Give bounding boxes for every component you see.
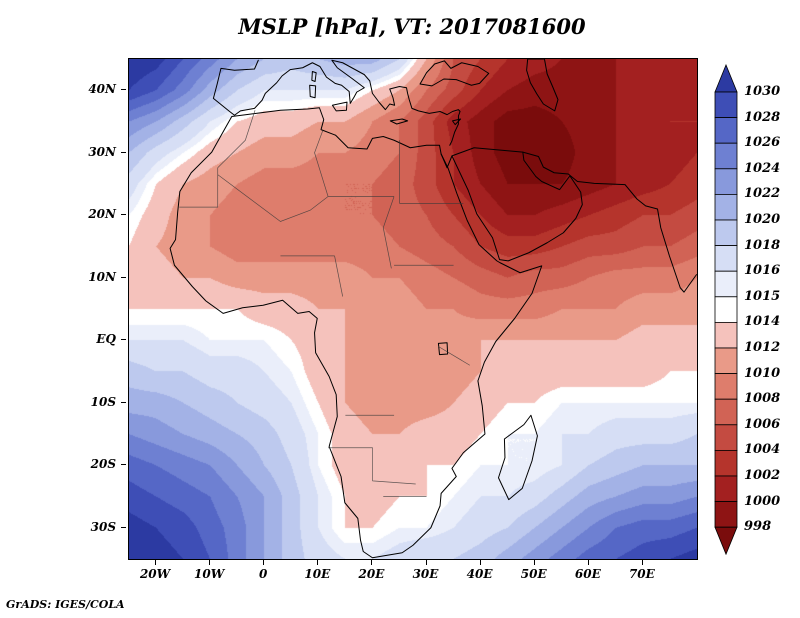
colorbar-label: 1002 <box>744 468 781 483</box>
colorbar-label: 1015 <box>744 288 781 304</box>
x-axis-tick <box>209 560 211 565</box>
colorbar-segment <box>714 321 738 349</box>
colorbar-segment <box>714 296 738 323</box>
pressure-field-canvas <box>129 59 697 559</box>
colorbar-label: 1030 <box>744 84 781 99</box>
x-axis-tick-label: 70E <box>628 567 655 581</box>
colorbar-label: 1010 <box>744 365 781 381</box>
lake-victoria-outline <box>438 343 447 355</box>
colorbar-segment <box>714 168 738 195</box>
colorbar-label: 998 <box>744 519 772 535</box>
colorbar-label: 1008 <box>744 391 781 407</box>
colorbar-segment <box>714 347 738 375</box>
colorbar-scale <box>714 63 738 556</box>
black-sea-outline <box>420 61 489 86</box>
colorbar-segment <box>714 501 738 528</box>
africa-coastline <box>170 108 542 558</box>
x-axis-tick-label: 50E <box>520 567 547 581</box>
colorbar-label: 1018 <box>744 237 781 253</box>
x-axis-tick <box>533 560 535 565</box>
x-axis-tick <box>587 560 589 565</box>
colorbar-label: 1022 <box>744 186 781 202</box>
colorbar-segment <box>714 245 738 272</box>
x-axis-tick-label: 20E <box>358 567 385 581</box>
colorbar-label: 1004 <box>744 442 781 458</box>
x-axis-tick <box>641 560 643 565</box>
colorbar-label: 1000 <box>744 493 781 509</box>
caspian-sea-outline <box>527 59 558 111</box>
y-axis-tick-label: 40N <box>88 82 116 97</box>
asia-coastline <box>523 152 697 292</box>
europe-coastline <box>213 60 460 145</box>
x-axis-tick <box>479 560 481 565</box>
colorbar-segment <box>714 424 738 451</box>
credit-text: GrADS: IGES/COLA <box>6 598 125 611</box>
colorbar-arrow <box>714 63 738 93</box>
y-axis-tick <box>121 464 126 466</box>
colorbar-segment <box>714 193 738 221</box>
x-axis-tick <box>425 560 427 565</box>
country-borders <box>179 110 469 496</box>
colorbar-segment <box>714 117 738 144</box>
colorbar: 1030 1028 1026 1024 1022 1020 1018 1016 1015 1014… <box>714 63 794 559</box>
y-axis-tick <box>121 151 126 153</box>
colorbar-label: 1006 <box>744 416 781 432</box>
y-axis-tick <box>121 526 126 528</box>
colorbar-segment <box>714 449 738 477</box>
x-axis-tick-label: 10E <box>304 567 331 581</box>
y-axis-tick-label: 10N <box>88 269 116 284</box>
y-axis-tick-label: 30N <box>88 144 116 159</box>
colorbar-label: 1012 <box>744 340 781 355</box>
y-axis-tick <box>121 401 126 403</box>
colorbar-label: 1028 <box>744 109 781 125</box>
madagascar-coastline <box>498 415 537 499</box>
x-axis-tick <box>317 560 319 565</box>
y-axis-tick <box>121 339 126 341</box>
colorbar-label: 1024 <box>744 160 781 176</box>
y-axis-tick-label: 10S <box>90 394 116 409</box>
x-axis-tick-label: 0 <box>259 567 268 581</box>
colorbar-label: 1026 <box>744 135 781 151</box>
x-axis-tick-label: 20W <box>139 567 171 581</box>
y-axis-tick-label: EQ <box>96 332 116 347</box>
y-axis-tick <box>121 214 126 216</box>
colorbar-label: 1016 <box>744 263 781 279</box>
colorbar-label: 1020 <box>744 212 781 227</box>
x-axis-tick <box>263 560 265 565</box>
y-axis-tick-label: 30S <box>90 519 116 534</box>
colorbar-label: 1014 <box>744 314 781 330</box>
x-axis-tick <box>155 560 157 565</box>
colorbar-segment <box>714 475 738 503</box>
x-axis-tick-label: 30E <box>412 567 439 581</box>
colorbar-arrow <box>714 526 738 556</box>
colorbar-segment <box>714 219 738 247</box>
y-axis-tick <box>121 89 126 91</box>
y-axis-tick-label: 20S <box>90 457 116 472</box>
colorbar-segment <box>714 91 738 119</box>
colorbar-segment <box>714 270 738 298</box>
x-axis-tick-label: 40E <box>466 567 493 581</box>
x-axis-tick-label: 10W <box>194 567 225 581</box>
x-axis-tick <box>371 560 373 565</box>
map-frame <box>128 58 698 560</box>
coastline-overlay <box>129 59 697 559</box>
figure-title: MSLP [hPa], VT: 2017081600 <box>238 14 586 39</box>
colorbar-segment <box>714 142 738 170</box>
y-axis-tick-label: 20N <box>88 207 116 222</box>
arabia-coastline <box>441 148 582 261</box>
colorbar-segment <box>714 373 738 400</box>
islands-outline <box>310 72 461 125</box>
y-axis-tick <box>121 276 126 278</box>
colorbar-segment <box>714 398 738 426</box>
x-axis-tick-label: 60E <box>574 567 601 581</box>
